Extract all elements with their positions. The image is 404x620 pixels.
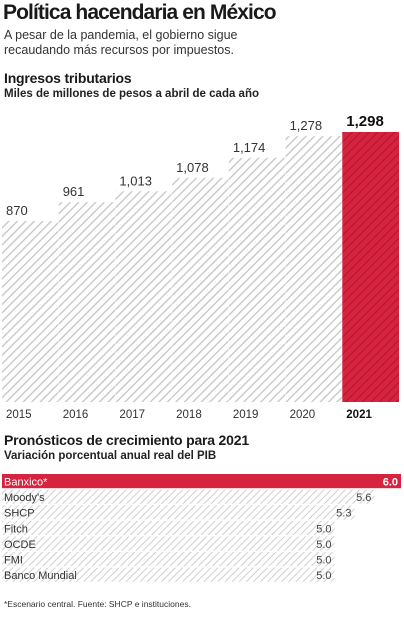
- hbar-moody-s: [2, 489, 375, 504]
- bar-2021: [342, 132, 399, 402]
- vertical-bars: 870 2015 961 2016 1,013 2017 1,078 2018 1,174 201…: [2, 113, 399, 421]
- horizontal-bars: Banxico* 6.0 Moody's 5.6 SHCP 5.3 Fitch 5.0 OCDE…: [2, 474, 401, 582]
- horizontal-chart-subtitle: Variación porcentual anual real del PIB: [4, 450, 217, 462]
- bar-value-label: 1,298: [346, 113, 384, 130]
- hbar-value-label: 6.0: [383, 477, 398, 489]
- hbar-value-label: 5.0: [316, 570, 331, 582]
- bar-value-label: 1,013: [119, 173, 152, 188]
- vertical-chart-title: Ingresos tributarios: [4, 70, 132, 86]
- x-tick-label: 2020: [290, 409, 316, 421]
- hbar-fitch: [2, 520, 335, 535]
- bar-2020: [285, 136, 342, 402]
- hbar-category-label: SHCP: [4, 508, 35, 520]
- hbar-value-label: 5.0: [316, 523, 331, 535]
- bar-2015: [2, 221, 59, 402]
- x-tick-label: 2018: [176, 409, 202, 421]
- hbar-value-label: 5.0: [316, 555, 331, 567]
- bar-2018: [172, 177, 229, 402]
- x-tick-label: 2016: [63, 409, 89, 421]
- hbar-ocde: [2, 536, 335, 551]
- x-tick-label: 2015: [6, 409, 32, 421]
- hbar-banco-mundial: [2, 567, 335, 582]
- bar-value-label: 1,174: [233, 140, 266, 155]
- horizontal-chart-title: Pronósticos de crecimiento para 2021: [4, 432, 249, 448]
- bar-value-label: 1,278: [290, 118, 323, 133]
- hbar-value-label: 5.6: [356, 492, 371, 504]
- hbar-shcp: [2, 505, 355, 520]
- hbar-category-label: Banxico*: [4, 477, 48, 489]
- x-tick-label: 2017: [119, 409, 145, 421]
- bar-2016: [58, 202, 115, 402]
- vertical-chart-subtitle: Miles de millones de pesos a abril de ca…: [4, 88, 260, 100]
- bar-value-label: 870: [6, 203, 28, 218]
- hbar-category-label: FMI: [4, 555, 23, 567]
- hbar-value-label: 5.3: [336, 508, 351, 520]
- x-tick-label: 2021: [346, 409, 372, 421]
- footnote: *Escenario central. Fuente: SHCP e insti…: [4, 599, 191, 609]
- bar-2017: [115, 191, 172, 402]
- bar-2019: [228, 157, 286, 402]
- x-tick-label: 2019: [233, 409, 259, 421]
- page-title: Política hacendaria en México: [3, 1, 277, 24]
- bar-value-label: 1,078: [176, 160, 209, 175]
- hbar-fmi: [2, 552, 335, 567]
- hbar-value-label: 5.0: [316, 539, 331, 551]
- bar-value-label: 961: [63, 184, 85, 199]
- hbar-banxico-: [2, 474, 401, 489]
- hbar-category-label: Banco Mundial: [4, 570, 77, 582]
- hbar-category-label: OCDE: [4, 539, 36, 551]
- page-subtitle: A pesar de la pandemia, el gobierno sigu…: [4, 28, 238, 57]
- hbar-category-label: Moody's: [4, 492, 45, 504]
- hbar-category-label: Fitch: [4, 523, 28, 535]
